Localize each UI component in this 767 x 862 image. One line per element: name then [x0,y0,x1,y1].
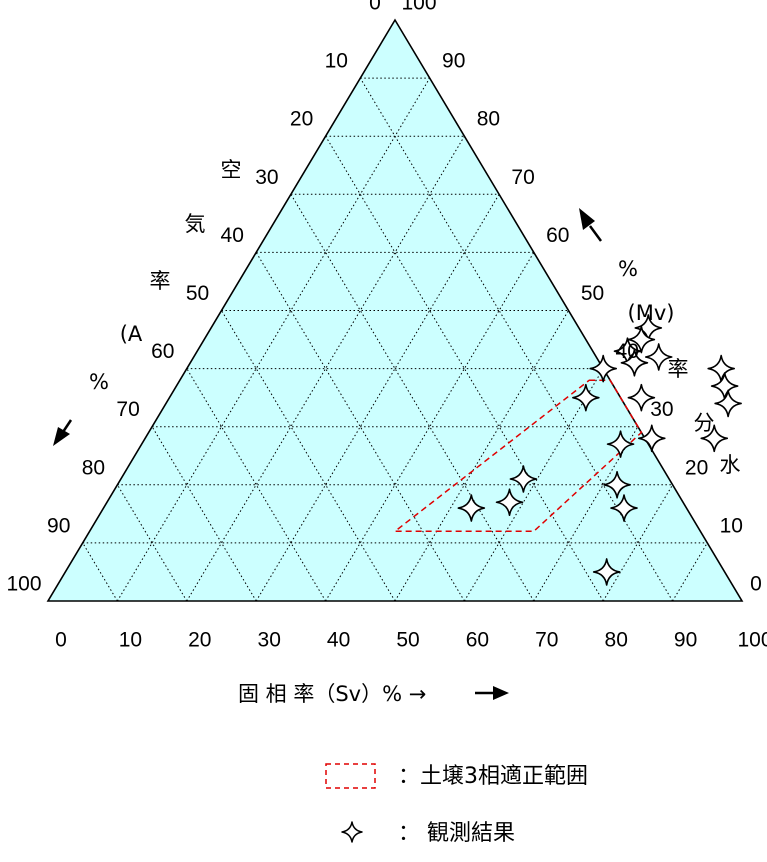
observation-point [572,383,600,412]
tick-label-liquid: 20 [685,456,708,479]
grid-line-air [290,194,535,602]
tick-label-air: 30 [255,166,278,189]
tick-label-solid: 20 [188,629,211,652]
tick-label-solid: 10 [119,629,142,652]
grid-line-air [116,484,188,602]
observation-point [637,424,666,453]
tick-label-solid: 60 [466,629,489,652]
liquid-axis-arrow-shaft [588,225,603,242]
liquid-axis-label-part: 率 [668,357,689,381]
observation-point [606,430,635,458]
tick-label-solid: 100 [737,629,767,652]
triangle-frame [46,18,744,602]
tick-label-air: 80 [82,456,105,479]
observation-point [714,389,742,418]
tick-label-liquid: 0 [750,573,762,596]
liquid-axis-label-part: % [618,257,638,281]
legend-star-icon [341,821,363,843]
optimal-range-region [392,379,643,533]
tick-label-liquid: 90 [442,50,465,73]
legend-observation-label: ： 観測結果 [398,821,515,846]
observation-point [589,354,617,383]
tick-label-liquid: 30 [650,398,673,421]
tick-label-air: 0 [369,0,381,15]
legend-region-symbol [325,763,376,789]
observation-point [603,471,631,499]
observation-point [509,465,538,493]
triangle-outline [46,18,744,602]
tick-label-liquid: 70 [511,166,534,189]
observation-point [495,488,524,517]
liquid-axis-label-part: (Mv) [628,301,675,325]
grid-line-air [82,542,118,602]
air-axis-label-part: (A [120,322,143,346]
tick-label-air: 70 [116,398,139,421]
tick-label-solid: 30 [258,629,281,652]
tick-label-air: 90 [47,514,70,537]
tick-label-liquid: 10 [720,514,743,537]
observation-point [707,354,735,383]
tick-label-air: 100 [6,573,41,596]
tick-label-solid: 50 [396,629,419,652]
grid-line-air [151,426,257,602]
tick-label-solid: 40 [327,629,350,652]
tick-label-liquid: 60 [546,224,569,247]
solid-axis-arrow-head [493,686,509,700]
observation-point [620,348,649,377]
grid-line-solid [463,368,604,602]
grid-line-solid [672,542,708,602]
optimal-range-polygon [392,379,643,533]
grid-line-air [359,77,674,602]
air-axis-label-part: 空 [221,158,242,182]
liquid-axis-label-part: 分 [694,411,715,435]
tick-label-liquid: 80 [477,108,500,131]
tick-label-solid: 0 [55,629,67,652]
tick-label-air: 60 [151,340,174,363]
solid-axis-label: 固 相 率（Sv）% → [238,682,426,706]
air-axis-label-part: % [89,370,109,394]
tick-label-solid: 70 [535,629,558,652]
tick-label-liquid: 100 [401,0,436,15]
air-axis-label-part: 率 [150,269,171,293]
tick-label-liquid: 50 [581,282,604,305]
tick-label-liquid: 40 [616,340,639,363]
tick-labels: 0 10 20 30 40 50 60 70 80 90 100010203040506070809… [6,0,767,652]
grid-line-air [221,310,396,602]
observation-point [610,494,638,522]
axis-arrows [53,208,603,700]
liquid-axis-arrow-head [579,208,595,230]
tick-label-air: 10 [325,50,348,73]
grid-line-solid [394,310,569,602]
grid-line-solid [116,77,431,602]
grid-line-solid [255,194,500,602]
legend-region-label: ：土壌3相適正範囲 [398,764,588,789]
tick-label-solid: 80 [605,629,628,652]
tick-label-air: 40 [221,224,244,247]
observation-point [627,383,656,412]
grid-line-air [186,368,327,602]
air-axis-label-part: 気 [185,212,206,236]
legend: ：土壌3相適正範囲 ： 観測結果 [325,763,588,846]
observation-point [644,343,673,371]
grid-lines [82,77,708,602]
liquid-axis-label-part: 水 [720,453,741,477]
tick-label-air: 20 [290,108,313,131]
air-axis-arrow-head [53,427,70,446]
observation-point [710,372,739,400]
observation-point [627,325,656,354]
tick-label-air: 50 [186,282,209,305]
axis-labels: 固 相 率（Sv）% →% (Mv) 率分水 空気率 (A% [89,158,740,706]
air-axis-arrow-shaft [61,419,73,433]
observation-points [457,314,742,586]
observation-point [700,424,729,453]
observation-point [457,494,486,522]
observation-point [592,558,621,586]
grid-line-solid [602,484,674,602]
tick-label-solid: 90 [674,629,697,652]
